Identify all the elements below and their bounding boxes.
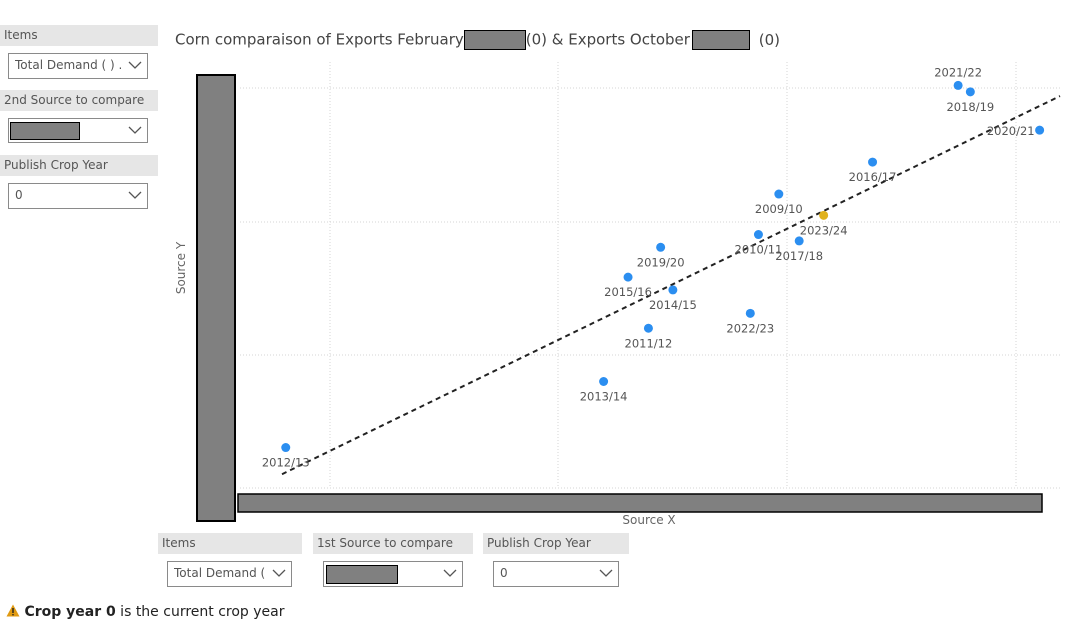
- chart-title-part3: (0): [758, 30, 780, 49]
- data-point[interactable]: [656, 242, 666, 252]
- data-point[interactable]: [599, 377, 609, 386]
- data-point-label: 2020/21: [987, 124, 1035, 138]
- data-point-label: 2014/15: [649, 298, 697, 312]
- publish-crop-year-dropdown-value: 0: [15, 188, 23, 202]
- redacted-block: [10, 122, 80, 140]
- trend-line: [281, 95, 1061, 476]
- data-point-label: 2022/23: [726, 321, 774, 335]
- chevron-down-icon: [128, 191, 142, 199]
- data-point-label: 2021/22: [934, 65, 982, 79]
- data-point[interactable]: [745, 308, 755, 318]
- chevron-down-icon: [443, 569, 457, 577]
- warning-icon: [6, 604, 20, 617]
- data-point[interactable]: [819, 210, 829, 220]
- bottom-publish-crop-year-slicer-header: Publish Crop Year: [483, 533, 629, 554]
- redacted-block: [691, 29, 750, 50]
- bottom-items-slicer-header: Items: [158, 533, 302, 554]
- publish-crop-year-slicer-header: Publish Crop Year: [0, 155, 158, 176]
- bottom-items-dropdown-value: Total Demand (...: [174, 566, 265, 580]
- x-axis-label: Source X: [622, 513, 675, 527]
- data-point-label: 2023/24: [800, 223, 848, 237]
- bottom-publish-crop-year-dropdown[interactable]: 0: [493, 561, 619, 587]
- data-point-label: 2012/13: [262, 456, 310, 470]
- data-point-label: 2010/11: [735, 243, 783, 257]
- data-point[interactable]: [643, 323, 653, 333]
- data-point-label: 2013/14: [580, 390, 628, 404]
- y-axis-label: Source Y: [174, 241, 188, 294]
- chart-title: Corn comparaison of Exports February (0) …: [175, 28, 780, 51]
- data-point-label: 2019/20: [637, 255, 685, 269]
- chevron-down-icon: [272, 569, 286, 577]
- items-slicer-header: Items: [0, 25, 158, 46]
- data-point[interactable]: [1035, 125, 1045, 135]
- data-point[interactable]: [965, 87, 975, 97]
- x-axis-redacted-bar: [237, 493, 1043, 513]
- data-point[interactable]: [753, 230, 763, 240]
- data-point[interactable]: [794, 236, 804, 246]
- bottom-items-dropdown[interactable]: Total Demand (...: [167, 561, 292, 587]
- data-point-label: 2011/12: [625, 336, 673, 350]
- data-point[interactable]: [953, 80, 963, 90]
- data-point[interactable]: [281, 443, 291, 453]
- y-axis-redacted-bar: [196, 74, 236, 522]
- data-point-label: 2018/19: [946, 100, 994, 114]
- chart-title-part1: Corn comparaison of Exports February: [175, 30, 464, 49]
- footnote-bold: Crop year 0: [24, 604, 116, 620]
- second-source-dropdown[interactable]: [8, 118, 148, 143]
- bottom-publish-crop-year-dropdown-value: 0: [500, 566, 508, 580]
- chevron-down-icon: [128, 61, 142, 69]
- redacted-block: [463, 29, 526, 50]
- chart-grid: [240, 62, 1060, 489]
- footnote: Crop year 0 is the current crop year: [6, 604, 284, 620]
- data-point[interactable]: [868, 157, 878, 167]
- second-source-slicer-header: 2nd Source to compare: [0, 90, 158, 111]
- data-point[interactable]: [668, 285, 678, 295]
- items-dropdown[interactable]: Total Demand ( ) ...: [8, 53, 148, 79]
- redacted-block: [326, 565, 398, 584]
- data-point-label: 2009/10: [755, 202, 803, 216]
- items-dropdown-value: Total Demand ( ) ...: [15, 58, 121, 72]
- first-source-slicer-header: 1st Source to compare: [313, 533, 473, 554]
- data-point[interactable]: [774, 189, 784, 199]
- first-source-dropdown[interactable]: [323, 561, 463, 587]
- chevron-down-icon: [128, 126, 142, 134]
- publish-crop-year-dropdown[interactable]: 0: [8, 183, 148, 209]
- data-point-label: 2016/17: [849, 170, 897, 184]
- data-point-label: 2017/18: [775, 249, 823, 263]
- chart-title-part2: (0) & Exports October: [525, 30, 690, 49]
- footnote-text: is the current crop year: [115, 604, 285, 620]
- chevron-down-icon: [599, 569, 613, 577]
- data-point[interactable]: [623, 272, 633, 282]
- data-point-label: 2015/16: [604, 285, 652, 299]
